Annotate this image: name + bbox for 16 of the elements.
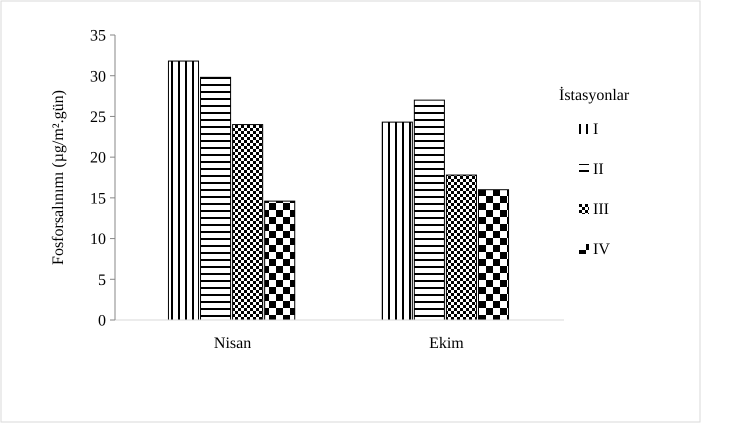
y-tick-label: 25: [90, 109, 106, 126]
y-tick-label: 30: [90, 68, 106, 86]
y-tick-label: 0: [98, 312, 106, 330]
y-tick-label: 35: [90, 28, 106, 45]
legend-title: İstasyonlar: [559, 86, 630, 104]
legend-label: I: [593, 121, 598, 138]
legend-label: II: [593, 161, 604, 178]
legend-label: III: [593, 201, 609, 218]
y-tick-label: 10: [90, 231, 106, 248]
y-tick-label: 5: [98, 272, 106, 289]
y-tick-label: 20: [90, 150, 106, 167]
y-tick-label: 15: [90, 190, 106, 208]
x-tick-label: Ekim: [429, 335, 464, 352]
x-tick-label: Nisan: [214, 335, 252, 352]
y-axis-title: Fosforsalınımı (µg/m².gün): [50, 90, 67, 265]
legend-label: IV: [593, 241, 610, 258]
